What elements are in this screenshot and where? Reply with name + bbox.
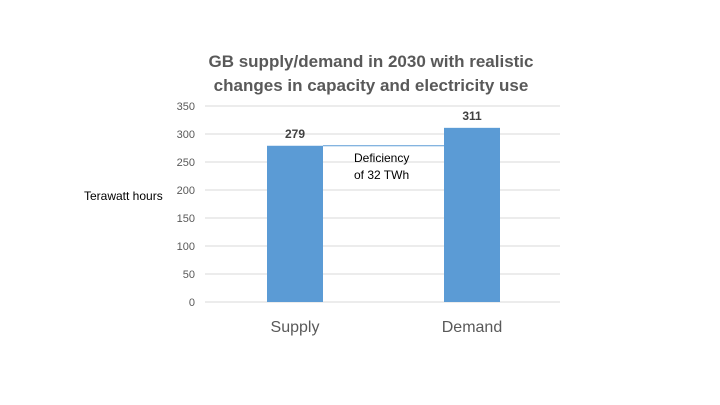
y-tick-label: 50	[183, 269, 195, 281]
data-label-demand: 311	[462, 109, 482, 123]
y-tick-label: 250	[177, 157, 195, 169]
x-category-label: Supply	[271, 319, 320, 336]
chart-title-line-1: GB supply/demand in 2030 with realistic	[209, 52, 534, 71]
y-tick-label: 100	[177, 241, 195, 253]
bar-supply	[267, 145, 323, 302]
x-category-label: Demand	[442, 319, 502, 336]
data-label-supply: 279	[285, 127, 305, 141]
y-tick-label: 300	[177, 129, 195, 141]
annotation-line-2: of 32 TWh	[354, 168, 409, 182]
annotation-line-1: Deficiency	[354, 151, 409, 165]
y-axis-label: Terawatt hours	[84, 189, 163, 203]
y-tick-label: 0	[189, 297, 195, 309]
y-tick-label: 350	[177, 101, 195, 113]
bar-demand	[444, 127, 500, 302]
y-tick-label: 150	[177, 213, 195, 225]
chart-title-line-2: changes in capacity and electricity use	[214, 76, 529, 95]
y-tick-label: 200	[177, 185, 195, 197]
